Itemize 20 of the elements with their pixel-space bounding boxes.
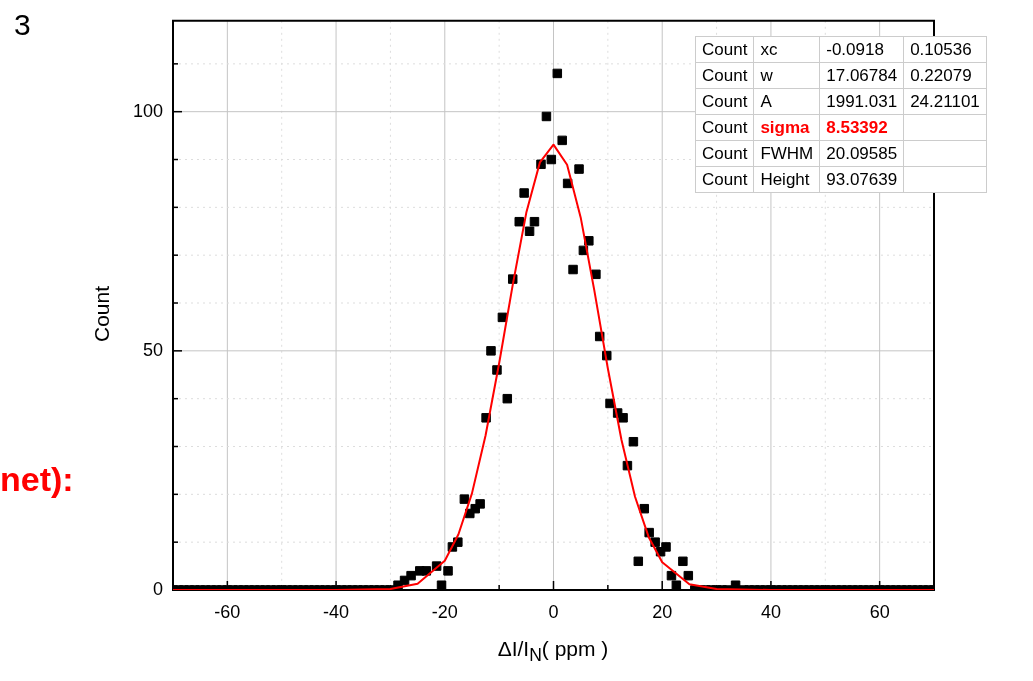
annotation: Count Height 93.07639 <box>701 168 899 191</box>
x-tick-label: 0 <box>548 601 559 622</box>
text: Count xc -0.0918 0.10536 <box>702 39 972 59</box>
x-tick-label: -60 <box>214 601 241 622</box>
text: 3 <box>14 8 31 42</box>
y-tick-label: 50 <box>142 339 163 360</box>
y-tick-label: 100 <box>132 100 163 121</box>
x-tick-label: -20 <box>431 601 458 622</box>
y-axis-title: Count <box>90 285 114 345</box>
annotation: Count FWHM 20.09585 <box>701 142 899 165</box>
x-axis-title: ΔI/I$_{N}$( ppm ) <box>496 637 610 667</box>
y-tick-label: 0 <box>152 578 163 599</box>
x-tick-label: -40 <box>323 601 350 622</box>
annotation: Count sigma 8.53392 <box>701 116 889 139</box>
x-tick-label: 20 <box>652 601 673 622</box>
text: Count w 17.06784 0.22079 <box>702 65 972 85</box>
x-tick-label: 60 <box>869 601 890 622</box>
text: net): <box>0 460 74 499</box>
text: Count A 1991.031 24.21101 <box>702 91 980 111</box>
x-tick-label: 40 <box>760 601 781 622</box>
